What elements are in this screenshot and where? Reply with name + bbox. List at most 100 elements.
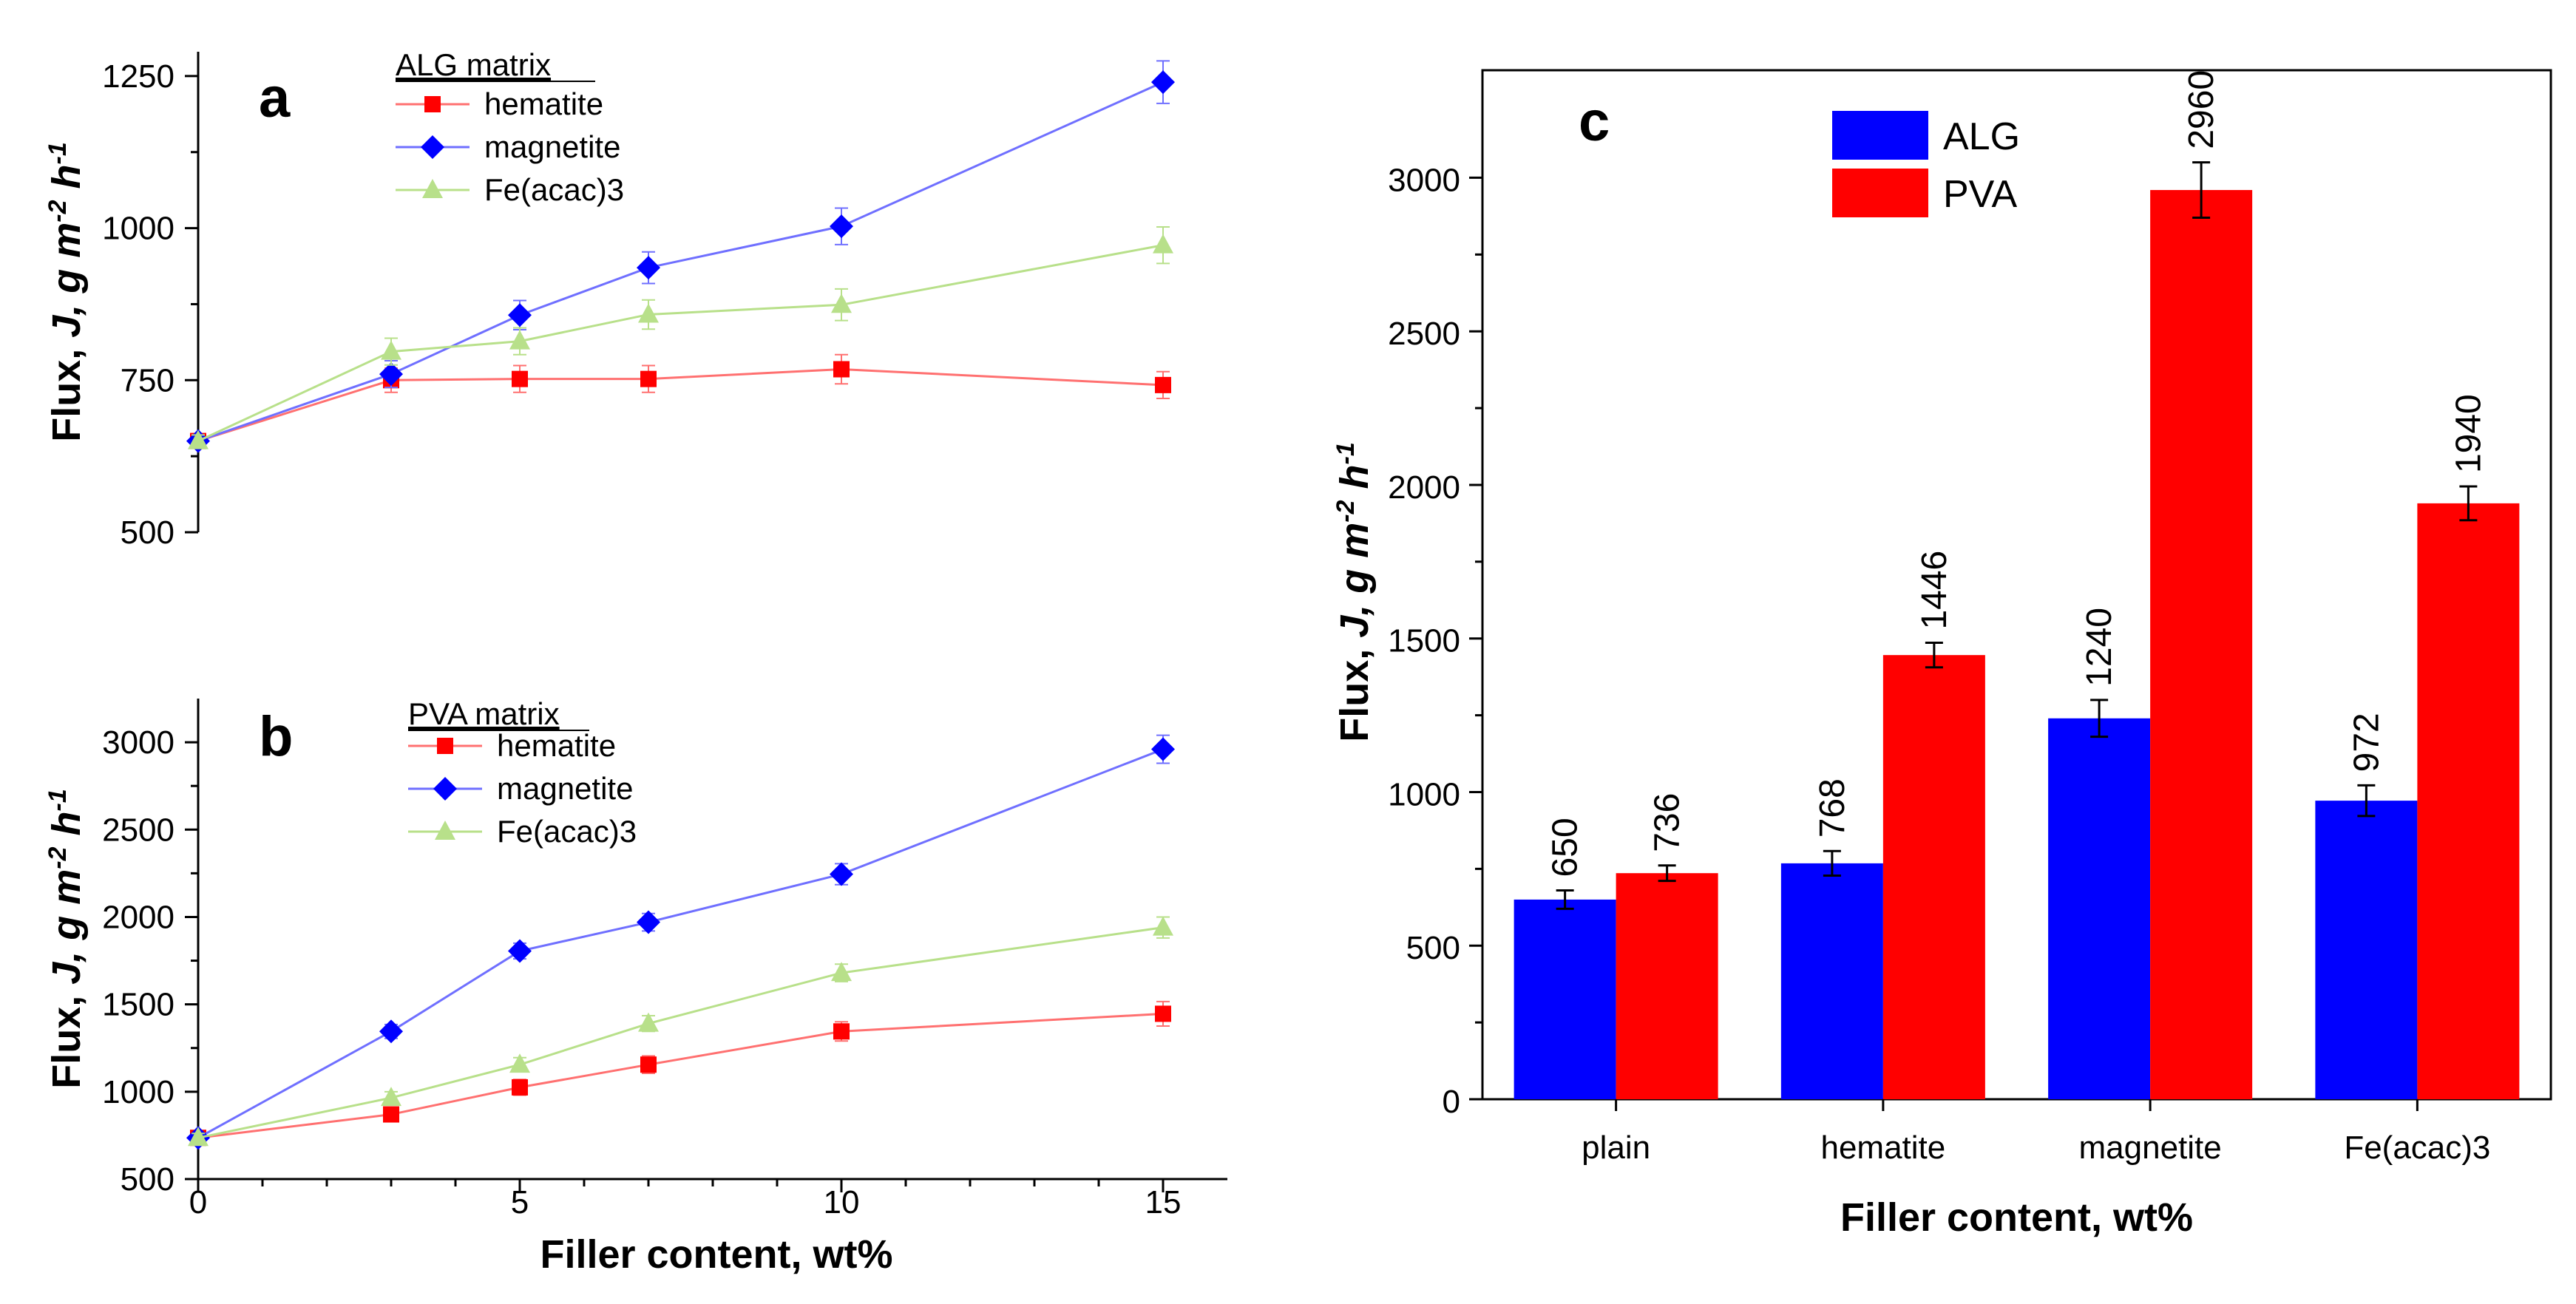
data-point-Fe(acac)3 xyxy=(188,429,209,449)
data-point-hematite xyxy=(1155,376,1171,393)
data-point-magnetite xyxy=(830,862,853,886)
data-point-Fe(acac)3 xyxy=(509,1053,530,1073)
bar-ALG xyxy=(1780,863,1883,1099)
data-label: 1240 xyxy=(2080,608,2119,687)
data-point-Fe(acac)3 xyxy=(831,293,852,313)
y-axis-title-part: -2 xyxy=(44,846,72,869)
data-point-magnetite xyxy=(508,939,532,963)
data-point-Fe(acac)3 xyxy=(381,340,401,360)
series-line-magnetite xyxy=(197,81,1164,442)
y-axis-title-part: Flux, xyxy=(44,985,89,1089)
y-tick-label: 1500 xyxy=(1388,623,1460,659)
panel-letter-c: c xyxy=(1579,90,1610,153)
y-axis-title-part: Flux, xyxy=(1332,638,1377,742)
y-axis-title-part: h xyxy=(1332,464,1377,500)
data-point-Fe(acac)3 xyxy=(381,1087,401,1107)
legend-label: magnetite xyxy=(484,129,620,164)
data-point-magnetite xyxy=(637,256,660,280)
data-point-hematite xyxy=(833,1023,850,1040)
legend-label: Fe(acac)3 xyxy=(484,172,624,207)
legend-marker-magnetite xyxy=(433,777,457,801)
legend-label: PVA xyxy=(1943,173,2018,216)
data-label: 736 xyxy=(1648,793,1687,852)
legend-title-a: ALG matrix xyxy=(396,47,551,82)
bar-PVA xyxy=(1882,655,1985,1099)
x-category-label: magnetite xyxy=(2079,1130,2222,1166)
y-axis-title-part: -1 xyxy=(44,789,72,811)
data-point-Fe(acac)3 xyxy=(831,962,852,982)
y-tick-label: 2000 xyxy=(102,899,174,935)
legend-swatch-ALG xyxy=(1832,111,1928,160)
legend-label: magnetite xyxy=(497,771,633,806)
data-point-magnetite xyxy=(379,1019,403,1044)
legend-title-b: PVA matrix xyxy=(408,696,560,731)
data-label: 1446 xyxy=(1915,551,1954,630)
y-tick-label: 2500 xyxy=(1388,316,1460,352)
data-point-Fe(acac)3 xyxy=(638,303,659,323)
data-label: 650 xyxy=(1546,818,1585,877)
data-label: 768 xyxy=(1813,778,1852,838)
y-tick-label: 750 xyxy=(121,362,174,398)
y-tick-label: 2500 xyxy=(102,812,174,848)
legend-swatch-PVA xyxy=(1832,169,1928,217)
data-point-magnetite xyxy=(508,303,532,327)
legend-label: ALG xyxy=(1943,115,2020,158)
y-tick-label: 0 xyxy=(1443,1084,1460,1120)
data-point-Fe(acac)3 xyxy=(1153,234,1173,254)
y-axis-title-part: h xyxy=(44,164,89,200)
y-tick-label: 1250 xyxy=(102,58,174,95)
data-point-Fe(acac)3 xyxy=(1153,916,1173,936)
series-line-Fe(acac)3 xyxy=(197,244,1164,442)
y-axis-title-part: -2 xyxy=(44,200,72,222)
data-point-hematite xyxy=(1155,1005,1171,1022)
data-point-Fe(acac)3 xyxy=(638,1012,659,1032)
data-point-magnetite xyxy=(637,910,660,934)
data-point-hematite xyxy=(383,1106,399,1123)
data-label: 972 xyxy=(2347,713,2386,772)
data-label: 2960 xyxy=(2182,70,2221,149)
panel-letter-b: b xyxy=(259,705,293,768)
legend-marker-magnetite xyxy=(421,135,444,159)
x-tick-label: 10 xyxy=(824,1184,860,1220)
data-label: 1940 xyxy=(2449,394,2488,473)
legend-label: hematite xyxy=(497,728,616,763)
x-category-label: plain xyxy=(1582,1130,1650,1166)
legend-marker-hematite xyxy=(424,96,441,112)
y-tick-label: 1500 xyxy=(102,987,174,1023)
data-point-hematite xyxy=(512,370,528,387)
series-line-hematite xyxy=(197,1012,1164,1139)
panel-letter-a: a xyxy=(259,67,291,129)
y-axis-title-part: J xyxy=(1332,615,1377,638)
x-tick-label: 0 xyxy=(189,1184,207,1220)
y-axis-title-0: Flux, J, g m-2 h-1 xyxy=(44,142,89,442)
y-axis-title-part: J xyxy=(44,315,89,338)
data-point-hematite xyxy=(833,361,850,378)
bar-ALG xyxy=(2048,718,2151,1099)
y-axis-title-part: Flux, xyxy=(44,338,89,442)
y-tick-label: 3000 xyxy=(1388,162,1460,198)
legend-marker-hematite xyxy=(437,738,453,754)
x-category-label: hematite xyxy=(1820,1130,1945,1166)
y-axis-title-part: h xyxy=(44,811,89,846)
x-tick-label: 5 xyxy=(511,1184,529,1220)
legend-label: hematite xyxy=(484,86,603,121)
bar-PVA xyxy=(1616,873,1718,1099)
plot-frame-c xyxy=(1481,69,2552,1101)
y-axis-title-part: , g m xyxy=(1332,523,1377,617)
y-tick-label: 500 xyxy=(1406,930,1460,966)
y-tick-label: 1000 xyxy=(1388,776,1460,812)
bar-PVA xyxy=(2150,190,2253,1100)
legend-marker-Fe(acac)3 xyxy=(435,821,455,840)
data-point-hematite xyxy=(640,370,657,387)
y-axis-title-part: -2 xyxy=(1332,500,1360,522)
series-line-hematite xyxy=(197,367,1164,443)
bar-PVA xyxy=(2417,503,2520,1099)
series-line-Fe(acac)3 xyxy=(197,926,1164,1139)
y-tick-label: 500 xyxy=(121,1161,174,1198)
data-point-magnetite xyxy=(1151,70,1175,95)
legend-marker-Fe(acac)3 xyxy=(422,179,443,198)
y-axis-title-part: -1 xyxy=(44,142,72,164)
legend-label: Fe(acac)3 xyxy=(497,814,637,849)
data-point-hematite xyxy=(640,1056,657,1073)
y-axis-title-part: J xyxy=(44,962,89,985)
